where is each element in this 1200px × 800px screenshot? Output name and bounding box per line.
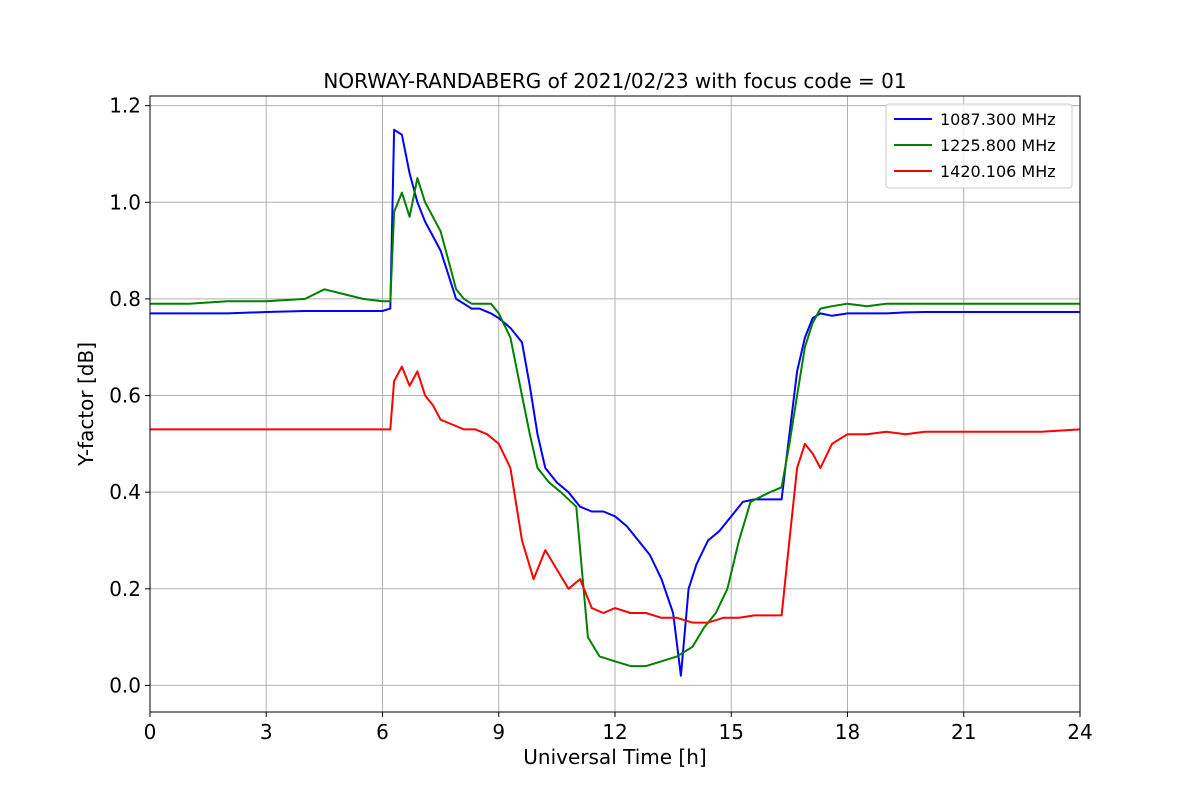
x-tick-label: 3 — [260, 720, 273, 744]
x-tick-label: 6 — [376, 720, 389, 744]
series-lines — [150, 128, 1081, 677]
x-tick-label: 15 — [719, 720, 744, 744]
legend-label: 1087.300 MHz — [940, 110, 1056, 129]
y-tick-label: 0.2 — [109, 577, 141, 601]
x-tick-label: 24 — [1067, 720, 1092, 744]
series-line-2 — [150, 177, 1080, 668]
series-line-3 — [150, 365, 1081, 624]
x-tick-label: 0 — [144, 720, 157, 744]
legend-label: 1420.106 MHz — [940, 162, 1056, 181]
x-tick-label: 21 — [951, 720, 976, 744]
x-axis-label: Universal Time [h] — [523, 745, 706, 769]
y-tick-label: 1.2 — [109, 94, 141, 118]
x-axis: 0 3 6 9 12 15 18 21 24 — [144, 712, 1093, 744]
y-axis-label: Y-factor [dB] — [74, 342, 98, 467]
y-tick-label: 0.6 — [109, 384, 141, 408]
y-tick-label: 0.0 — [109, 673, 141, 697]
y-axis: 0.0 0.2 0.4 0.6 0.8 1.0 1.2 — [109, 94, 150, 697]
x-tick-label: 9 — [492, 720, 505, 744]
legend-box — [885, 103, 1073, 189]
chart-title: NORWAY-RANDABERG of 2021/02/23 with focu… — [323, 69, 906, 93]
y-tick-label: 0.8 — [109, 287, 141, 311]
x-tick-label: 12 — [602, 720, 627, 744]
legend-label: 1225.800 MHz — [940, 136, 1056, 155]
y-tick-label: 1.0 — [109, 190, 141, 214]
legend: 1087.300 MHz 1225.800 MHz 1420.106 MHz — [885, 103, 1073, 189]
y-tick-label: 0.4 — [109, 480, 141, 504]
x-tick-label: 18 — [835, 720, 860, 744]
